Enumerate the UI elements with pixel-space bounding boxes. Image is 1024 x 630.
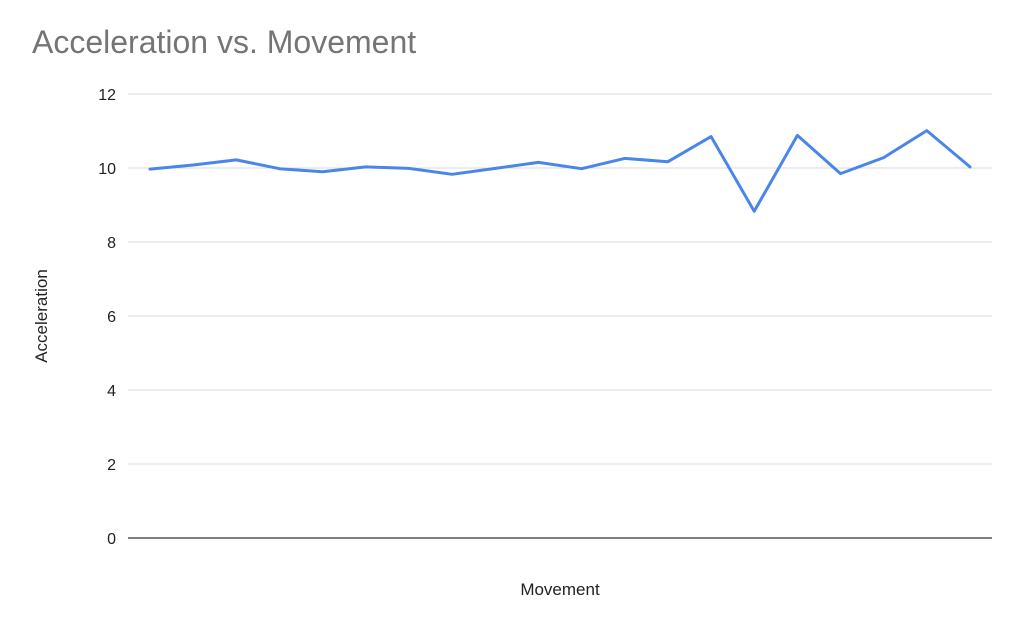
series-line xyxy=(148,129,972,213)
y-tick-label: 2 xyxy=(107,457,116,474)
y-tick-label: 8 xyxy=(107,235,116,252)
y-tick-labels: 0 2 4 6 8 10 12 xyxy=(98,87,116,548)
y-tick-label: 0 xyxy=(107,531,116,548)
chart-title: Acceleration vs. Movement xyxy=(32,24,417,60)
y-axis-title: Acceleration xyxy=(32,269,51,363)
grid-lines xyxy=(128,93,992,465)
y-tick-label: 6 xyxy=(107,309,116,326)
y-tick-label: 4 xyxy=(107,383,116,400)
x-axis-title: Movement xyxy=(520,580,600,599)
y-tick-label: 12 xyxy=(98,87,116,104)
y-tick-label: 10 xyxy=(98,161,116,178)
